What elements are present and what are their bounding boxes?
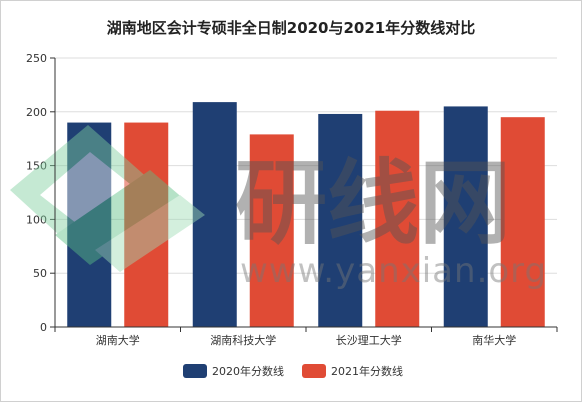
- x-category-label: 湖南科技大学: [210, 333, 276, 347]
- x-axis-labels: 湖南大学 湖南科技大学 长沙理工大学 南华大学: [96, 333, 517, 347]
- bar: [375, 110, 420, 327]
- legend-swatch: [302, 364, 326, 378]
- x-category-label: 湖南大学: [96, 333, 140, 347]
- bar: [249, 134, 294, 327]
- y-tick-label: 50: [33, 267, 47, 280]
- y-tick-label: 150: [26, 160, 47, 173]
- y-axis-ticks: 0 50 100 150 200 250: [26, 52, 55, 334]
- bar: [500, 117, 545, 328]
- bars: [67, 102, 545, 328]
- x-category-label: 南华大学: [472, 333, 516, 347]
- legend-label: 2021年分数线: [331, 364, 403, 378]
- watermark-logo: [10, 125, 205, 272]
- bar: [318, 113, 363, 328]
- watermark-url: www.yanxian.org: [240, 251, 547, 291]
- legend-label: 2020年分数线: [212, 364, 284, 378]
- y-tick-label: 0: [40, 321, 47, 334]
- legend: 2020年分数线 2021年分数线: [183, 364, 403, 378]
- bar: [443, 106, 488, 327]
- bar: [67, 122, 112, 327]
- y-tick-label: 200: [26, 106, 47, 119]
- bar: [124, 122, 169, 327]
- watermark-cn: 研线网: [235, 150, 511, 257]
- x-category-label: 长沙理工大学: [336, 333, 402, 347]
- chart-title: 湖南地区会计专硕非全日制2020与2021年分数线对比: [106, 19, 476, 37]
- bar: [192, 102, 237, 327]
- y-tick-label: 250: [26, 52, 47, 65]
- legend-swatch: [183, 364, 207, 378]
- y-tick-label: 100: [26, 213, 47, 226]
- watermark: 研线网 www.yanxian.org: [10, 125, 547, 291]
- axes: [54, 58, 558, 332]
